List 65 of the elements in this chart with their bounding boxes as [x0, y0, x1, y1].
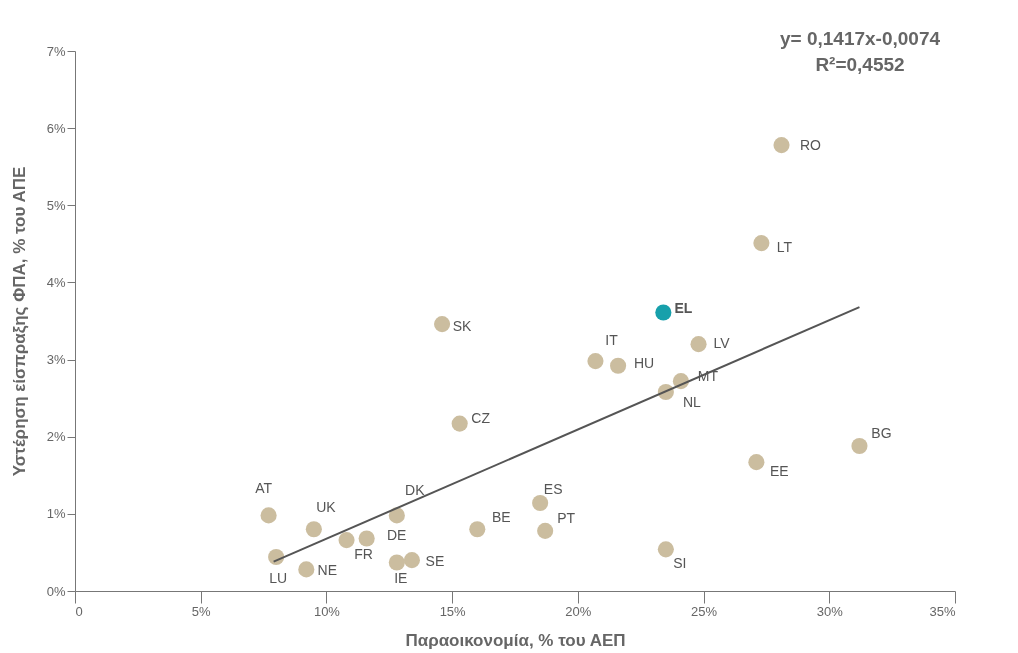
- point: [537, 522, 554, 539]
- y-tick-label: 5%: [46, 197, 66, 213]
- y-tick-label: 7%: [46, 43, 66, 59]
- annotation: SK: [452, 318, 473, 335]
- point: [388, 554, 405, 571]
- y-tick-label: 2%: [46, 429, 66, 445]
- y-tick-label: 0%: [46, 583, 66, 599]
- point: [748, 454, 765, 471]
- y-axis-title: Υστέρηση είσπραξης ΦΠΑ, % του ΑΠΕ: [9, 166, 29, 477]
- point: [298, 561, 315, 578]
- x-tick-label: 25%: [691, 603, 718, 619]
- point: [851, 437, 868, 455]
- annotation: PT: [557, 509, 576, 526]
- annotation: NL: [682, 393, 702, 410]
- point: [587, 353, 604, 370]
- annotation: SE: [425, 553, 445, 570]
- annotation: ES: [543, 481, 563, 498]
- annotation: BE: [491, 509, 511, 526]
- point: [532, 495, 549, 512]
- point: [773, 137, 790, 154]
- point: [469, 521, 486, 538]
- annotation: LU: [269, 570, 288, 587]
- annotation: UK: [316, 499, 337, 516]
- annotation: EL: [674, 299, 693, 316]
- annotation: CZ: [471, 409, 491, 426]
- x-axis-title: Παραοικονομία, % του ΑΕΠ: [405, 630, 626, 650]
- point: [260, 507, 277, 524]
- point: [434, 316, 451, 333]
- text: y= 0,1417x-0,0074: [779, 28, 941, 49]
- x-tick-label: 10%: [313, 603, 341, 619]
- y-tick-label: 1%: [46, 506, 66, 522]
- x-tick-label: 20%: [565, 603, 592, 619]
- point: [305, 521, 322, 538]
- annotation: IT: [605, 332, 619, 349]
- point: [451, 415, 468, 432]
- annotation: RO: [800, 137, 822, 154]
- annotation: R²=0,4552: [815, 54, 905, 75]
- point: [657, 541, 674, 558]
- y-tick-label: 4%: [46, 274, 66, 290]
- point: [403, 552, 420, 569]
- annotation: SI: [673, 555, 687, 572]
- x-tick-label: 30%: [816, 603, 844, 619]
- annotation: BG: [871, 424, 892, 441]
- point: [338, 532, 355, 549]
- annotation: EE: [770, 463, 789, 480]
- x-tick-label: 5%: [191, 603, 212, 619]
- point: [690, 336, 707, 353]
- annotation: LT: [776, 239, 793, 256]
- annotation: NE: [317, 562, 338, 579]
- annotation: DK: [405, 482, 426, 499]
- x-tick-label: 35%: [929, 603, 956, 619]
- point: [753, 235, 770, 252]
- annotation: AT: [255, 480, 273, 497]
- annotation: DE: [386, 526, 407, 543]
- x-tick-label: 0: [75, 603, 83, 619]
- point: [655, 304, 672, 321]
- annotation: HU: [633, 354, 655, 371]
- y-tick-label: 6%: [46, 120, 66, 136]
- annotation: IE: [394, 570, 408, 587]
- x-tick-label: 15%: [439, 603, 467, 619]
- point: [610, 357, 627, 374]
- y-tick-label: 3%: [46, 352, 66, 368]
- annotation: FR: [354, 546, 373, 563]
- annotation: LV: [713, 335, 731, 352]
- point: [358, 530, 375, 547]
